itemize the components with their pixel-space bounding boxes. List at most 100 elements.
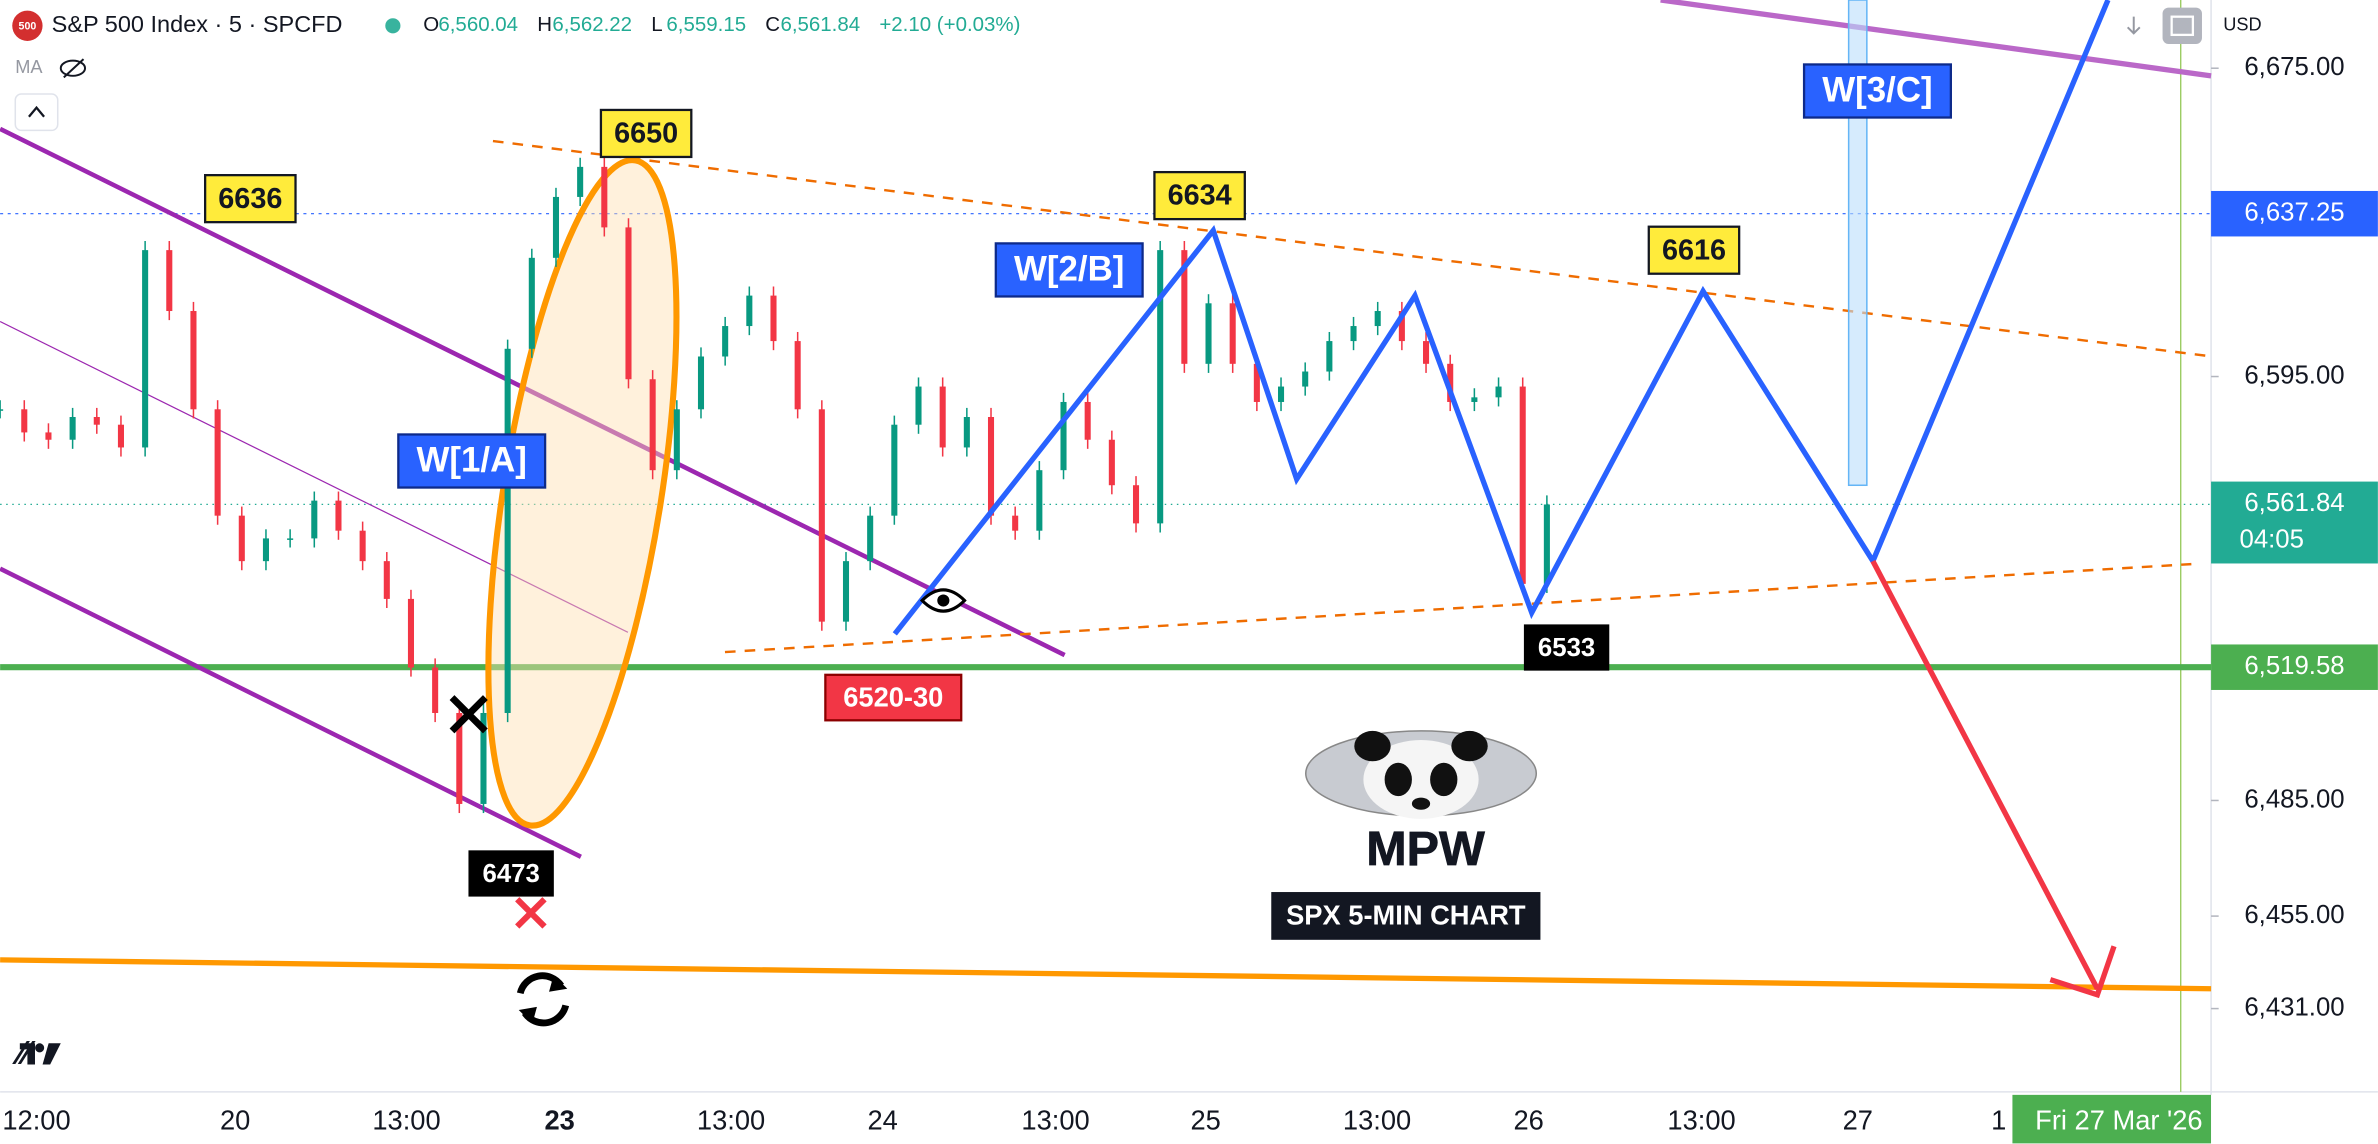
candle: [504, 348, 511, 713]
label-text: 6533: [1538, 634, 1595, 662]
candle: [1277, 386, 1285, 402]
candle: [528, 257, 535, 349]
candle: [891, 424, 898, 516]
candle: [0, 409, 4, 411]
candle: [117, 424, 124, 448]
time-label: 20: [220, 1104, 250, 1135]
candle: [1157, 250, 1164, 524]
label-text: 6636: [218, 183, 282, 215]
scroll-icon[interactable]: [2126, 16, 2141, 35]
change: +2.10 (+0.03%): [879, 13, 1020, 36]
wedge-line: [724, 562, 2192, 654]
label-box: [824, 673, 963, 722]
label-text: 6473: [482, 860, 539, 888]
candle: [1423, 341, 1430, 364]
time-label: 26: [1514, 1104, 1544, 1135]
x-mark: [515, 897, 547, 929]
collapse-icon: [28, 105, 45, 118]
label-text: 6634: [1168, 180, 1232, 212]
candle: [1519, 386, 1526, 584]
candle: [1543, 504, 1550, 584]
panda-eye: [1430, 762, 1458, 797]
badge-text: 500: [19, 20, 37, 32]
price-tick-label: 6,431.00: [2244, 993, 2344, 1021]
label-text: W[3/C]: [1822, 71, 1932, 110]
ohlc: O 6,560.04 H 6,562.22 L 6,559.15 C 6,561.84 +2.1…: [423, 13, 1020, 36]
axis-mask: [2211, 1094, 2378, 1144]
bear-arrow-head: [2049, 945, 2117, 999]
price-tick-label: 6,485.00: [2244, 785, 2344, 813]
label-box: [1153, 170, 1246, 221]
candle: [1495, 386, 1502, 398]
candle: [1084, 401, 1091, 440]
x-mark: [449, 695, 488, 734]
candle: [456, 712, 463, 804]
price-tag: [2211, 481, 2378, 564]
time-label: 13:00: [372, 1104, 440, 1135]
time-label: 25: [1191, 1104, 1221, 1135]
candle: [1471, 397, 1478, 402]
candle: [625, 227, 632, 380]
panda-face: [1363, 740, 1479, 819]
candle: [335, 500, 342, 531]
panda-ear: [1354, 730, 1391, 762]
candle: [722, 326, 729, 357]
logo-mark: [19, 1043, 61, 1065]
currency[interactable]: USD: [2223, 15, 2261, 35]
label-text: W[1/A]: [417, 441, 527, 480]
channel-line: [1660, 0, 2212, 79]
target-box: [1847, 0, 1868, 487]
candle: [1374, 311, 1381, 327]
time-label: 27: [1843, 1104, 1873, 1135]
candle: [1350, 326, 1357, 342]
ohlc-value: 6,562.22: [552, 13, 632, 36]
candle: [818, 409, 825, 622]
panda-ear: [1451, 730, 1488, 762]
candle: [166, 250, 173, 312]
time-label: 23: [544, 1104, 574, 1135]
panda-eye: [1384, 762, 1412, 797]
price-tag: [2211, 190, 2378, 237]
label-box: [468, 850, 554, 897]
price-tag-label: 6,637.25: [2244, 199, 2344, 227]
time-label: 13:00: [1343, 1104, 1411, 1135]
candle: [190, 311, 197, 410]
candle: [93, 417, 100, 425]
cursor-time-label: Fri 27 Mar '26: [2035, 1104, 2202, 1135]
cursor-time-box: [2012, 1094, 2212, 1144]
price-tick-label: 6,595.00: [2244, 361, 2344, 389]
label-box: [599, 108, 693, 159]
ohlc-key: L: [651, 13, 662, 36]
label-box: [994, 242, 1144, 298]
candle: [1060, 401, 1067, 471]
channel-line: [0, 126, 1066, 658]
candle: [1447, 363, 1454, 402]
market-status: [385, 18, 401, 34]
ohlc-key: C: [765, 13, 780, 36]
wedge-line: [492, 139, 2212, 358]
bear-arrow: [1870, 559, 2100, 990]
time-label: 13:00: [697, 1104, 765, 1135]
candle: [697, 356, 705, 410]
ohlc-key: O: [423, 13, 439, 36]
wave-projection: [892, 0, 2111, 636]
candle: [238, 515, 245, 562]
eye-pupil: [937, 594, 950, 607]
candle: [1205, 303, 1212, 364]
candle: [1253, 363, 1260, 402]
hide-icon[interactable]: [59, 58, 87, 79]
candle: [794, 341, 801, 410]
candle: [1012, 515, 1019, 531]
candle: [142, 250, 149, 448]
maximize-button[interactable]: [2162, 7, 2202, 44]
base-line: [0, 957, 2212, 992]
collapse-button[interactable]: [14, 93, 59, 132]
candle: [432, 667, 439, 713]
candle: [1132, 485, 1140, 524]
header-bg: [0, 0, 1062, 52]
candle: [21, 409, 28, 433]
candle: [915, 386, 922, 425]
label-box: [1647, 225, 1741, 275]
candle: [359, 530, 366, 562]
